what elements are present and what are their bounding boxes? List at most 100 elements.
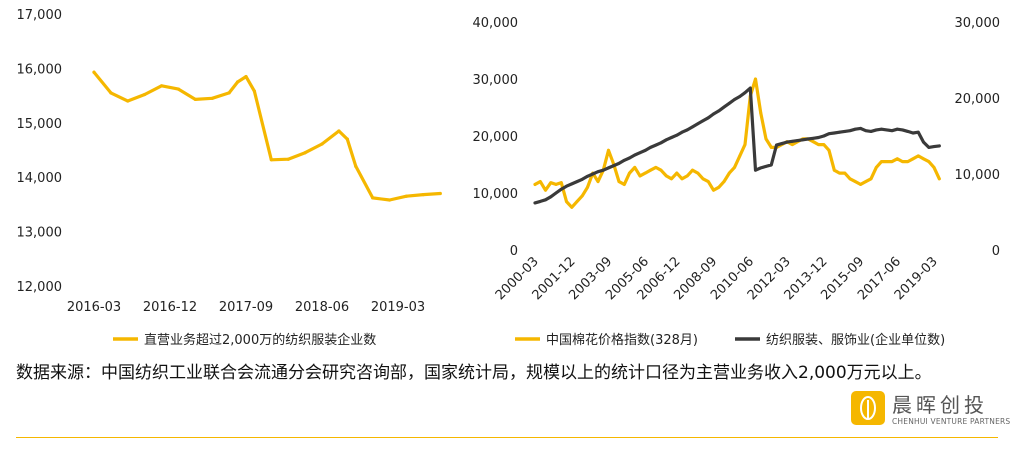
data-point-right (817, 136, 820, 139)
data-point-right (680, 130, 684, 134)
left-y-tick-label: 40,000 (473, 16, 519, 31)
data-point-right (675, 133, 679, 137)
data-point-right (533, 201, 537, 205)
data-point (227, 91, 231, 95)
data-point-left (533, 183, 537, 186)
data-point-left (649, 168, 652, 172)
data-point-right (654, 143, 658, 147)
data-point-right (575, 180, 579, 184)
data-point (404, 194, 409, 198)
data-point-right (937, 144, 941, 148)
data-point (92, 70, 96, 74)
data-point-right (932, 145, 936, 149)
data-point-right (617, 161, 621, 165)
data-point-right (748, 86, 752, 90)
data-point-left (659, 168, 663, 172)
legend-label: 纺织服装、服饰业(企业单位数) (766, 332, 945, 348)
data-point-left (654, 165, 658, 169)
chart-enterprise-count: 17,000 16,000 15,000 14,000 13,000 12,000 2016… (17, 8, 442, 348)
x-tick-label: 2018-06 (295, 300, 349, 315)
data-point-right (601, 168, 605, 172)
data-point-left (937, 177, 941, 181)
data-point-right (733, 98, 736, 101)
data-point-left (754, 77, 757, 81)
data-point-left (680, 177, 684, 181)
data-point-right (911, 131, 915, 135)
data-point-left (890, 160, 894, 164)
data-point-right (670, 136, 673, 139)
data-point (337, 129, 341, 133)
data-point-right (906, 130, 910, 133)
y-tick-label: 12,000 (17, 280, 63, 295)
data-point-right (612, 164, 616, 168)
data-point-left (822, 143, 826, 146)
data-point (176, 87, 181, 91)
data-point-left (922, 157, 925, 161)
data-point (159, 84, 164, 88)
data-point-right (685, 128, 689, 132)
data-point-right (722, 105, 726, 109)
data-point (438, 191, 442, 196)
data-point-left (895, 157, 899, 161)
data-point-left (901, 160, 904, 164)
data-point-left (596, 180, 600, 184)
data-point-right (806, 137, 810, 141)
data-point-right (664, 138, 668, 142)
data-point-right (691, 125, 694, 129)
left-y-tick-label: 30,000 (473, 73, 519, 88)
data-point-right (885, 128, 889, 132)
data-point-right (596, 170, 600, 174)
data-point (126, 99, 130, 103)
data-point-left (675, 171, 679, 175)
data-point-left (790, 143, 794, 146)
data-point-right (874, 128, 878, 132)
data-point-right (570, 182, 574, 186)
right-y-tick-label: 10,000 (955, 168, 1001, 183)
data-point-left (549, 181, 553, 185)
y-tick-label: 16,000 (17, 62, 63, 77)
data-point-right (843, 130, 847, 133)
data-point-left (927, 160, 931, 164)
data-point-right (827, 132, 831, 136)
data-point-left (853, 180, 857, 184)
data-point-right (864, 129, 868, 133)
data-point-left (885, 160, 889, 164)
data-point-left (544, 188, 547, 192)
data-point-right (696, 122, 700, 126)
data-point-right (628, 156, 631, 160)
data-point (244, 74, 248, 79)
data-point-left (538, 180, 542, 184)
data-point (320, 142, 324, 146)
data-point-right (538, 199, 542, 203)
data-point-left (607, 148, 610, 152)
data-point-right (916, 130, 920, 134)
x-tick-label: 2019-03 (371, 300, 425, 315)
data-point-left (722, 180, 726, 184)
data-point-right (638, 151, 642, 155)
data-point-left (827, 148, 831, 152)
y-tick-label: 15,000 (17, 117, 63, 132)
data-point-right (848, 129, 852, 133)
data-point-left (575, 200, 579, 203)
data-point-left (554, 183, 558, 186)
data-point-right (869, 130, 873, 133)
y-tick-label: 17,000 (17, 8, 63, 23)
right-y-tick-label: 0 (992, 244, 1000, 259)
data-point-left (848, 177, 852, 181)
data-point-right (712, 112, 715, 116)
data-point-right (790, 139, 794, 143)
data-point-right (822, 134, 826, 138)
data-point-right (554, 191, 558, 195)
data-point-right (727, 101, 731, 105)
data-point-left (565, 200, 568, 203)
data-point (345, 137, 349, 141)
data-point-right (859, 126, 862, 130)
data-point (143, 92, 147, 97)
data-point-left (622, 183, 626, 186)
x-tick-label: 2016-03 (67, 300, 121, 315)
logo-name-cn: 晨晖创投 (892, 393, 988, 417)
data-point-left (859, 183, 862, 186)
data-point-right (622, 158, 626, 162)
data-point-right (785, 140, 789, 144)
data-point-left (843, 171, 847, 175)
